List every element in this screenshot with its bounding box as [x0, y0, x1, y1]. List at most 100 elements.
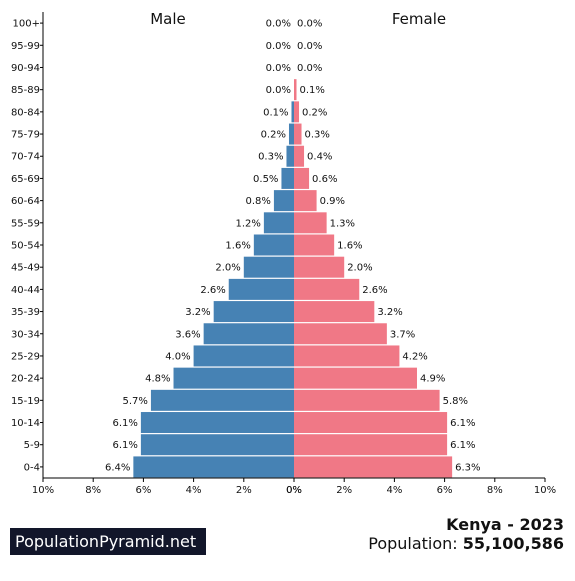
male-value-label: 3.6%: [175, 329, 200, 340]
male-bar: [281, 167, 294, 189]
female-value-label: 3.7%: [390, 329, 415, 340]
female-bar: [294, 434, 448, 456]
female-bar: [294, 256, 345, 278]
age-group-label: 5-9: [24, 440, 40, 451]
male-bar: [140, 434, 294, 456]
male-value-label: 0.3%: [258, 152, 283, 163]
age-group-label: 60-64: [11, 196, 40, 207]
female-value-label: 2.6%: [362, 285, 387, 296]
male-series-title: Male: [150, 10, 186, 28]
age-group-label: 65-69: [11, 174, 40, 185]
male-bar: [288, 123, 294, 145]
female-value-label: 6.1%: [450, 418, 475, 429]
age-group-label: 30-34: [11, 329, 40, 340]
male-bar: [291, 101, 294, 123]
x-tick-label: 8%: [85, 485, 101, 496]
female-value-label: 4.9%: [420, 374, 445, 385]
male-bar: [173, 367, 294, 389]
age-group-label: 25-29: [11, 351, 40, 362]
age-group-label: 95-99: [11, 41, 40, 52]
age-group-label: 100+: [13, 19, 40, 30]
age-group-label: 80-84: [11, 107, 40, 118]
female-bar: [294, 367, 417, 389]
x-tick-label: 8%: [487, 485, 503, 496]
age-group-label: 15-19: [11, 396, 40, 407]
male-value-label: 2.0%: [215, 263, 240, 274]
female-value-label: 0.3%: [305, 130, 330, 141]
male-bar: [203, 323, 294, 345]
female-value-label: 0.4%: [307, 152, 332, 163]
female-value-label: 3.2%: [377, 307, 402, 318]
x-tick-label: 10%: [534, 485, 556, 496]
x-tick-label: 0%: [286, 485, 302, 496]
x-tick-label: 2%: [236, 485, 252, 496]
age-group-label: 70-74: [11, 152, 40, 163]
female-value-label: 0.1%: [300, 85, 325, 96]
female-value-label: 0.0%: [297, 19, 322, 30]
female-value-label: 0.6%: [312, 174, 337, 185]
male-value-label: 4.0%: [165, 351, 190, 362]
female-bar: [294, 101, 300, 123]
male-value-label: 0.5%: [253, 174, 278, 185]
male-bar: [228, 278, 294, 300]
male-value-label: 0.0%: [266, 85, 291, 96]
male-value-label: 6.1%: [112, 440, 137, 451]
male-value-label: 3.2%: [185, 307, 210, 318]
age-group-label: 35-39: [11, 307, 40, 318]
female-value-label: 0.9%: [320, 196, 345, 207]
male-value-label: 6.1%: [112, 418, 137, 429]
female-value-label: 6.3%: [455, 462, 480, 473]
male-value-label: 1.6%: [225, 241, 250, 252]
male-bar: [253, 234, 294, 256]
male-bar: [140, 412, 294, 434]
male-value-label: 4.8%: [145, 374, 170, 385]
age-group-label: 0-4: [24, 462, 40, 473]
female-bar: [294, 456, 453, 478]
female-value-label: 0.0%: [297, 63, 322, 74]
x-tick-label: 4%: [386, 485, 402, 496]
age-group-label: 40-44: [11, 285, 40, 296]
male-bar: [263, 212, 294, 234]
female-bar: [294, 145, 305, 167]
female-value-label: 0.0%: [297, 41, 322, 52]
x-tick-label: 2%: [336, 485, 352, 496]
female-value-label: 1.3%: [330, 218, 355, 229]
female-value-label: 0.2%: [302, 107, 327, 118]
x-tick-label: 4%: [186, 485, 202, 496]
brand-logo[interactable]: PopulationPyramid.net: [10, 528, 206, 555]
female-bar: [294, 412, 448, 434]
male-bar: [133, 456, 294, 478]
population-readout: Population: 55,100,586: [368, 534, 564, 553]
female-bar: [294, 389, 440, 411]
male-value-label: 6.4%: [105, 462, 130, 473]
female-bar: [294, 123, 302, 145]
male-value-label: 5.7%: [123, 396, 148, 407]
male-value-label: 2.6%: [200, 285, 225, 296]
x-tick-label: 6%: [437, 485, 453, 496]
male-bar: [243, 256, 294, 278]
female-bar: [294, 167, 310, 189]
male-bar: [150, 389, 294, 411]
age-group-label: 45-49: [11, 263, 40, 274]
female-value-label: 4.2%: [402, 351, 427, 362]
age-group-label: 90-94: [11, 63, 40, 74]
male-value-label: 0.0%: [266, 19, 291, 30]
x-tick-label: 6%: [135, 485, 151, 496]
male-bar: [286, 145, 294, 167]
male-value-label: 1.2%: [235, 218, 260, 229]
male-value-label: 0.1%: [263, 107, 288, 118]
female-bar: [294, 345, 400, 367]
female-bar: [294, 278, 360, 300]
x-tick-label: 0%: [286, 485, 302, 496]
age-group-label: 10-14: [11, 418, 40, 429]
female-bar: [294, 212, 327, 234]
population-label: Population:: [368, 534, 458, 553]
male-value-label: 0.2%: [261, 130, 286, 141]
age-group-label: 75-79: [11, 130, 40, 141]
x-tick-label: 10%: [32, 485, 54, 496]
population-value: 55,100,586: [462, 534, 564, 553]
age-group-label: 50-54: [11, 241, 40, 252]
country-year-title: Kenya - 2023: [446, 515, 564, 534]
age-group-label: 85-89: [11, 85, 40, 96]
